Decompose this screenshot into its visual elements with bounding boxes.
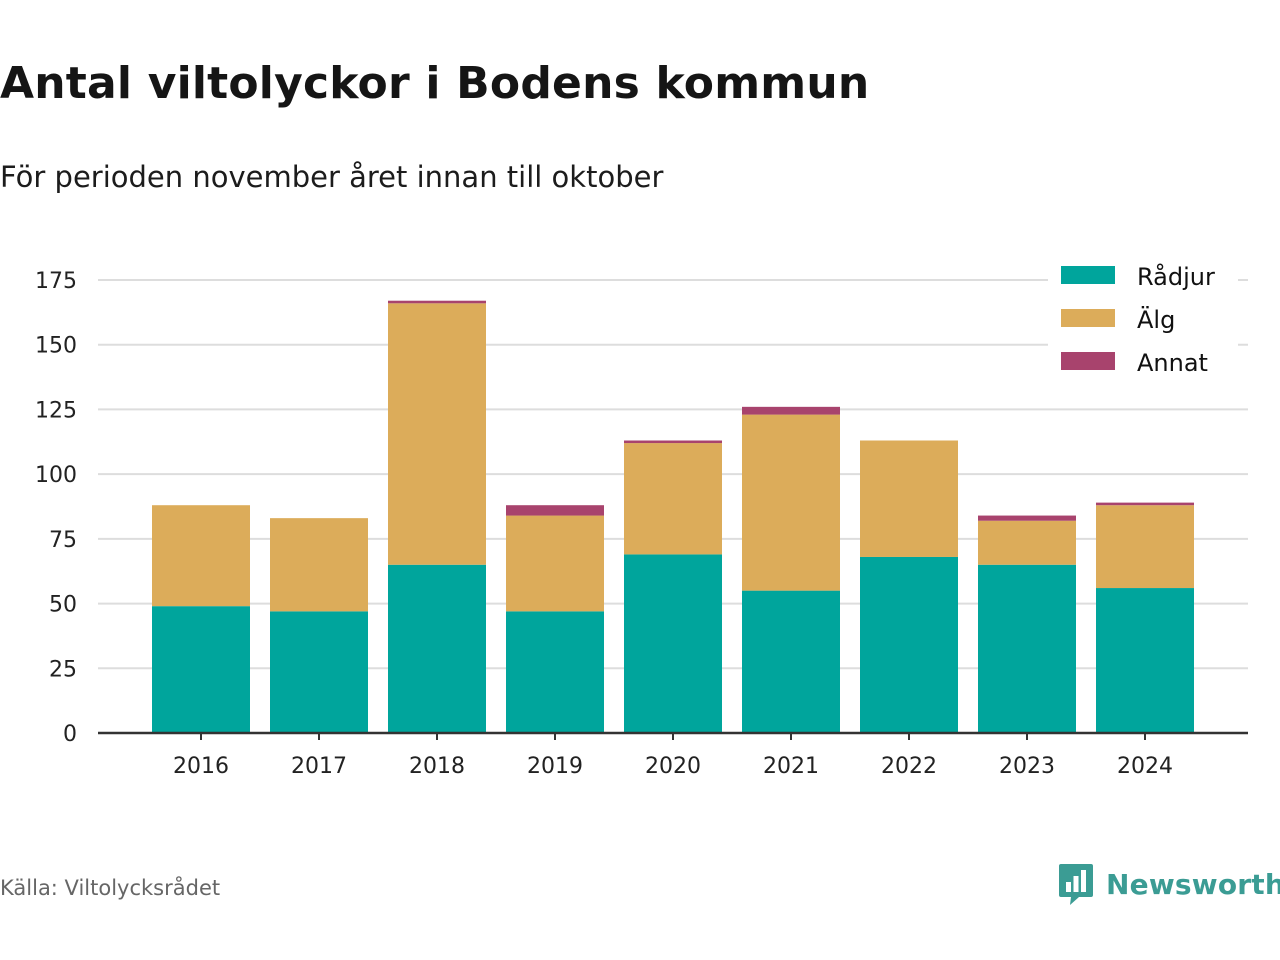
legend-label: Älg xyxy=(1137,305,1175,334)
bar-segment-alg-2019 xyxy=(506,515,604,612)
brand-name: Newsworthy xyxy=(1106,867,1280,901)
axes: 0 25 50 75 100 125 150 175 2016 2017 2018 2019 2020 2… xyxy=(35,269,1248,779)
brand-logo: Newsworthy xyxy=(1058,862,1280,906)
bar-segment-alg-2017 xyxy=(270,518,368,612)
y-tick-label: 25 xyxy=(49,657,77,682)
bar-segment-radjur-2016 xyxy=(152,606,250,733)
x-tick-label: 2022 xyxy=(881,754,937,779)
bar-segment-annat-2020 xyxy=(624,440,722,444)
chart-subtitle: För perioden november året innan till ok… xyxy=(0,160,664,194)
bar-segment-alg-2018 xyxy=(388,303,486,565)
y-tick-label: 175 xyxy=(35,269,77,294)
y-tick-label: 0 xyxy=(63,722,77,747)
chart-title: Antal viltolyckor i Bodens kommun xyxy=(0,58,870,109)
bar-segment-radjur-2019 xyxy=(506,611,604,733)
x-tick-label: 2019 xyxy=(527,754,583,779)
bar-segment-alg-2022 xyxy=(860,440,958,557)
bar-segment-radjur-2023 xyxy=(978,564,1076,733)
bars xyxy=(152,300,1194,733)
x-tick-label: 2018 xyxy=(409,754,465,779)
bar-segment-radjur-2024 xyxy=(1096,588,1194,733)
x-tick-label: 2020 xyxy=(645,754,701,779)
legend-label: Rådjur xyxy=(1137,262,1215,291)
x-tick-label: 2023 xyxy=(999,754,1055,779)
y-tick-label: 50 xyxy=(49,593,77,618)
y-tick-label: 75 xyxy=(49,528,77,553)
x-tick-label: 2024 xyxy=(1117,754,1173,779)
x-tick-label: 2021 xyxy=(763,754,819,779)
bar-segment-annat-2024 xyxy=(1096,502,1194,506)
legend: Rådjur Älg Annat xyxy=(1048,252,1238,382)
y-tick-label: 100 xyxy=(35,463,77,488)
x-tick-label: 2016 xyxy=(173,754,229,779)
bar-segment-radjur-2018 xyxy=(388,564,486,733)
bar-segment-alg-2024 xyxy=(1096,505,1194,589)
legend-swatch xyxy=(1061,266,1115,284)
source-note: Källa: Viltolycksrådet xyxy=(0,876,221,900)
bar-segment-radjur-2017 xyxy=(270,611,368,733)
bar-segment-annat-2021 xyxy=(742,406,840,415)
bar-segment-alg-2016 xyxy=(152,505,250,607)
bar-chart-speech-bubble-icon xyxy=(1059,864,1093,905)
legend-swatch xyxy=(1061,309,1115,327)
bar-segment-alg-2023 xyxy=(978,520,1076,565)
legend-swatch xyxy=(1061,352,1115,370)
bar-segment-annat-2018 xyxy=(388,300,486,304)
bar-segment-radjur-2021 xyxy=(742,590,840,733)
bar-segment-annat-2019 xyxy=(506,505,604,516)
bar-segment-alg-2021 xyxy=(742,414,840,591)
bar-segment-radjur-2020 xyxy=(624,554,722,733)
legend-label: Annat xyxy=(1137,349,1208,377)
y-tick-label: 125 xyxy=(35,398,77,423)
bar-segment-radjur-2022 xyxy=(860,556,958,733)
x-tick-label: 2017 xyxy=(291,754,347,779)
bar-segment-annat-2023 xyxy=(978,515,1076,521)
bar-segment-alg-2020 xyxy=(624,443,722,555)
y-tick-label: 150 xyxy=(35,334,77,359)
